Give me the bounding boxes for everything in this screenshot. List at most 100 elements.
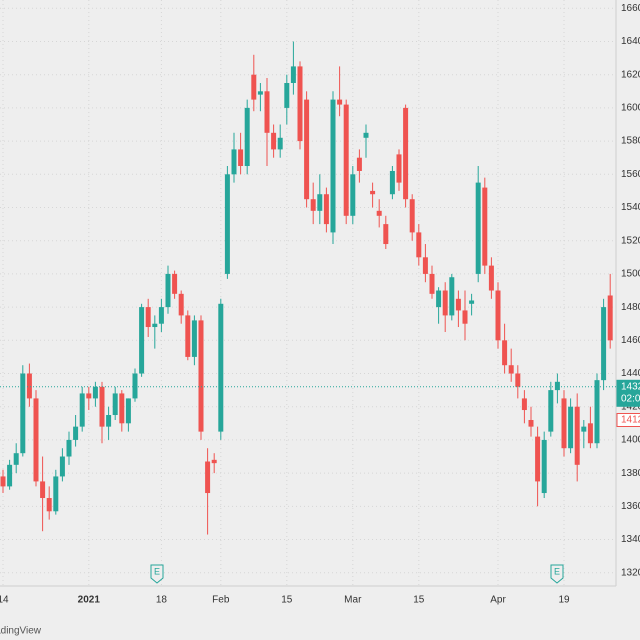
candle-body (7, 464, 13, 487)
candle-body (363, 132, 369, 138)
y-tick-label: 1440 (621, 368, 640, 379)
candle-body (337, 99, 343, 105)
candle-body (304, 99, 310, 200)
candle-body (40, 481, 46, 499)
candle-body (238, 149, 244, 167)
y-tick-label: 1660 (621, 3, 640, 14)
candle-body (106, 415, 112, 427)
candle-body (46, 498, 52, 512)
candle-body (376, 210, 382, 216)
candle-body (119, 393, 125, 424)
candle-body (211, 459, 217, 464)
candle-body (323, 194, 329, 225)
candle-body (297, 66, 303, 142)
candle-body (79, 393, 85, 427)
candle-body (416, 232, 422, 258)
price-label-box (616, 412, 640, 427)
candle-body (99, 386, 105, 427)
candle-body (350, 174, 356, 216)
candle-body (343, 104, 349, 216)
candle-body (231, 149, 237, 175)
candle-body (277, 137, 283, 150)
candle-body (125, 398, 131, 424)
candle-body (482, 187, 488, 266)
candle-body (449, 277, 455, 316)
candle-body (502, 340, 508, 366)
y-tick-label: 1400 (621, 435, 640, 446)
candle-body (389, 170, 395, 195)
candle-body (462, 310, 468, 324)
candle-body (495, 290, 501, 341)
candle-body (548, 390, 554, 432)
x-tick-label: Apr (490, 595, 506, 606)
candle-body (541, 439, 547, 494)
candle-body (185, 315, 191, 357)
candle-body (310, 199, 316, 211)
y-tick-label: 1500 (621, 269, 640, 280)
x-tick-label: Feb (212, 595, 230, 606)
candle-body (139, 307, 145, 374)
candle-body (515, 373, 521, 387)
candle-body (568, 406, 574, 449)
countdown-label: 02:0 (621, 393, 640, 404)
candle-body (561, 398, 567, 449)
candle-body (158, 307, 164, 324)
candle-body (53, 476, 59, 512)
x-tick-label: 19 (558, 595, 570, 606)
candle-body (264, 91, 270, 133)
y-tick-label: 1560 (621, 169, 640, 180)
candle-body (59, 456, 65, 477)
y-tick-label: 1480 (621, 302, 640, 313)
y-tick-label: 1640 (621, 36, 640, 47)
y-tick-label: 1340 (621, 534, 640, 545)
candle-body (442, 290, 448, 316)
watermark: TradingView (0, 626, 42, 637)
candle-body (73, 426, 79, 440)
candle-body (475, 182, 481, 274)
candle-body (86, 393, 92, 399)
candle-body (409, 199, 415, 233)
candle-body (0, 476, 6, 487)
candle-body (403, 107, 409, 200)
candle-body (244, 107, 250, 167)
earnings-label: E (154, 566, 160, 576)
price-label: 1432 (621, 381, 640, 392)
candle-body (429, 273, 435, 294)
candle-body (165, 273, 171, 308)
y-tick-label: 1380 (621, 468, 640, 479)
candle-body (521, 398, 527, 411)
candle-body (172, 273, 178, 294)
candle-body (554, 381, 560, 391)
candle-body (218, 303, 224, 432)
x-tick-label: 15 (281, 595, 293, 606)
candle-body (436, 290, 442, 308)
candle-body (284, 83, 290, 108)
candle-body (587, 423, 593, 444)
candle-body (290, 66, 296, 84)
earnings-label: E (554, 566, 560, 576)
candle-body (488, 265, 494, 291)
candle-body (26, 373, 32, 399)
y-tick-label: 1460 (621, 335, 640, 346)
candle-body (383, 224, 389, 245)
candle-body (396, 154, 402, 183)
y-tick-label: 1520 (621, 235, 640, 246)
candle-body (607, 295, 613, 341)
candle-body (13, 453, 19, 465)
candle-body (581, 426, 587, 432)
candle-body (145, 307, 151, 328)
price-label-box (616, 379, 640, 407)
candle-body (535, 436, 541, 482)
candle-body (224, 174, 230, 274)
candle-body (370, 190, 376, 195)
candle-body (508, 365, 514, 374)
candle-body (330, 99, 336, 233)
earnings-icon[interactable]: E (550, 564, 564, 584)
candle-body (594, 380, 600, 444)
price-label: 1412 (621, 415, 640, 426)
candle-body (66, 439, 72, 457)
earnings-icon[interactable]: E (150, 564, 164, 584)
candle-body (422, 257, 428, 274)
candle-body (528, 419, 534, 427)
